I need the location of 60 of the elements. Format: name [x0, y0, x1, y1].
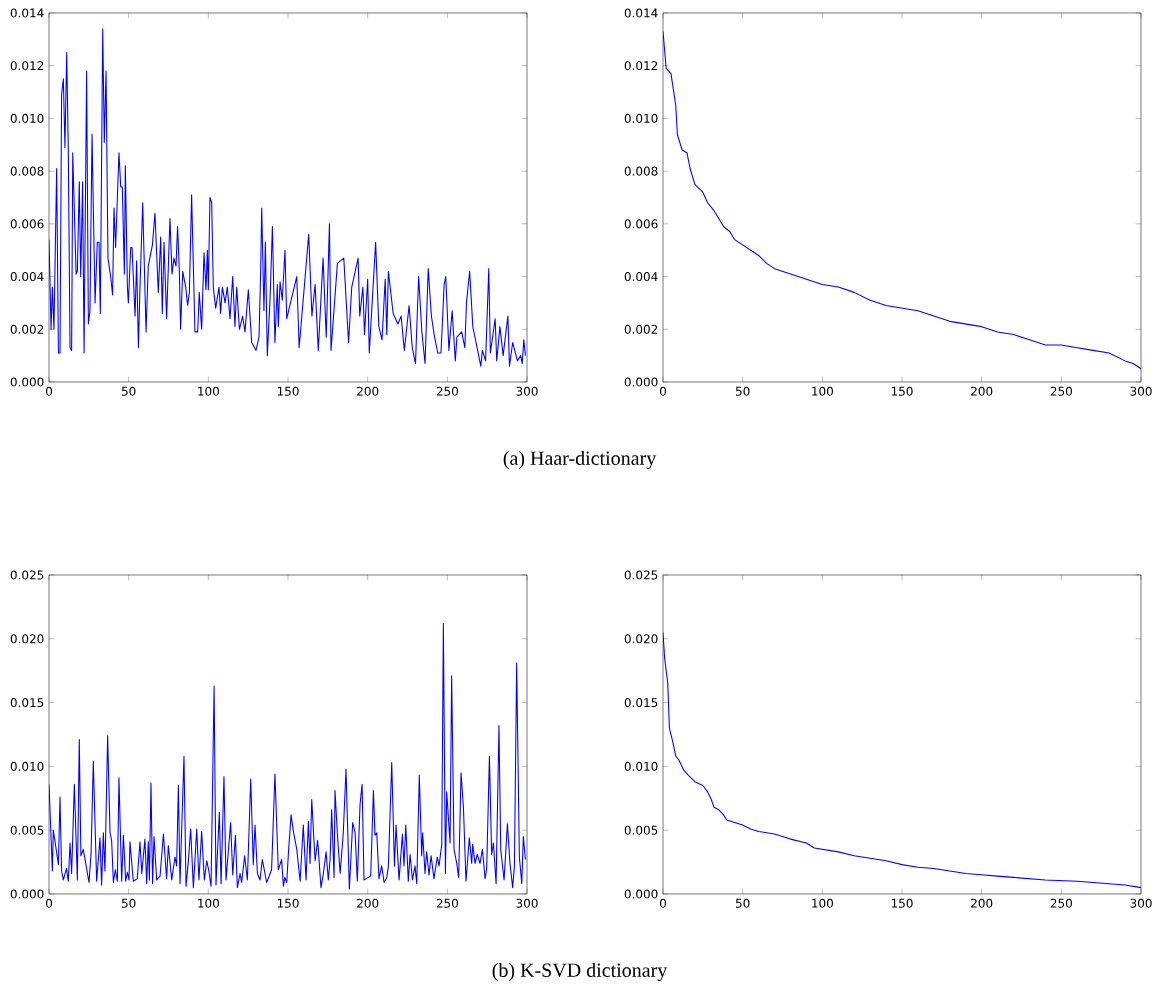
y-tick-label: 0.025: [624, 570, 658, 580]
x-tick-label: 50: [121, 386, 136, 396]
y-tick-label: 0.008: [624, 166, 658, 176]
text: (a) Haar-dictionary: [503, 450, 657, 470]
x-tick-label: 250: [436, 898, 458, 908]
x-tick-label: 200: [357, 898, 379, 908]
y-tick-label: 0.014: [10, 8, 44, 18]
x-tick-label: 300: [1130, 898, 1152, 908]
x-tick-label: 100: [198, 898, 219, 908]
y-tick-label: 0.000: [624, 889, 658, 899]
line-series: [49, 622, 526, 890]
x-tick-label: 50: [121, 898, 136, 908]
y-tick-label: 0.000: [10, 377, 44, 387]
x-tick-label: 0: [45, 386, 53, 396]
x-tick-label: 250: [436, 386, 458, 396]
x-tick-label: 100: [812, 898, 833, 908]
y-tick-label: 0.002: [624, 324, 658, 334]
text: (b) K-SVD dictionary: [492, 962, 668, 982]
y-tick-label: 0.025: [10, 570, 44, 580]
x-tick-label: 100: [812, 386, 833, 396]
y-tick-label: 0.012: [10, 61, 44, 71]
x-tick-label: 200: [971, 898, 993, 908]
x-tick-label: 0: [659, 898, 667, 908]
y-tick-label: 0.010: [624, 113, 658, 123]
y-tick-label: 0.008: [10, 166, 44, 176]
y-tick-label: 0.005: [624, 825, 658, 835]
y-tick-label: 0.006: [624, 219, 658, 229]
x-tick-label: 150: [277, 898, 299, 908]
y-tick-label: 0.012: [624, 61, 658, 71]
x-tick-label: 200: [971, 386, 993, 396]
x-tick-label: 0: [659, 386, 667, 396]
y-tick-label: 0.005: [10, 825, 44, 835]
x-tick-label: 150: [277, 386, 299, 396]
y-tick-label: 0.002: [10, 324, 44, 334]
x-tick-label: 150: [891, 386, 913, 396]
y-tick-label: 0.010: [10, 761, 44, 771]
x-tick-label: 50: [735, 386, 750, 396]
x-tick-label: 300: [1130, 386, 1152, 396]
x-tick-label: 0: [45, 898, 53, 908]
y-tick-label: 0.000: [10, 889, 44, 899]
y-tick-label: 0.014: [624, 8, 658, 18]
x-tick-label: 50: [735, 898, 750, 908]
y-tick-label: 0.015: [624, 698, 658, 708]
x-tick-label: 250: [1050, 386, 1072, 396]
y-tick-label: 0.004: [624, 272, 658, 282]
y-tick-label: 0.020: [624, 634, 658, 644]
x-tick-label: 100: [198, 386, 219, 396]
y-tick-label: 0.015: [10, 698, 44, 708]
x-tick-label: 300: [516, 898, 538, 908]
y-tick-label: 0.000: [624, 377, 658, 387]
x-tick-label: 250: [1050, 898, 1072, 908]
x-tick-label: 150: [891, 898, 913, 908]
y-tick-label: 0.006: [10, 219, 44, 229]
y-tick-label: 0.010: [10, 113, 44, 123]
line-series: [49, 28, 526, 367]
x-tick-label: 200: [357, 386, 379, 396]
y-tick-label: 0.004: [10, 272, 44, 282]
y-tick-label: 0.010: [624, 761, 658, 771]
y-tick-label: 0.020: [10, 634, 44, 644]
x-tick-label: 300: [516, 386, 538, 396]
